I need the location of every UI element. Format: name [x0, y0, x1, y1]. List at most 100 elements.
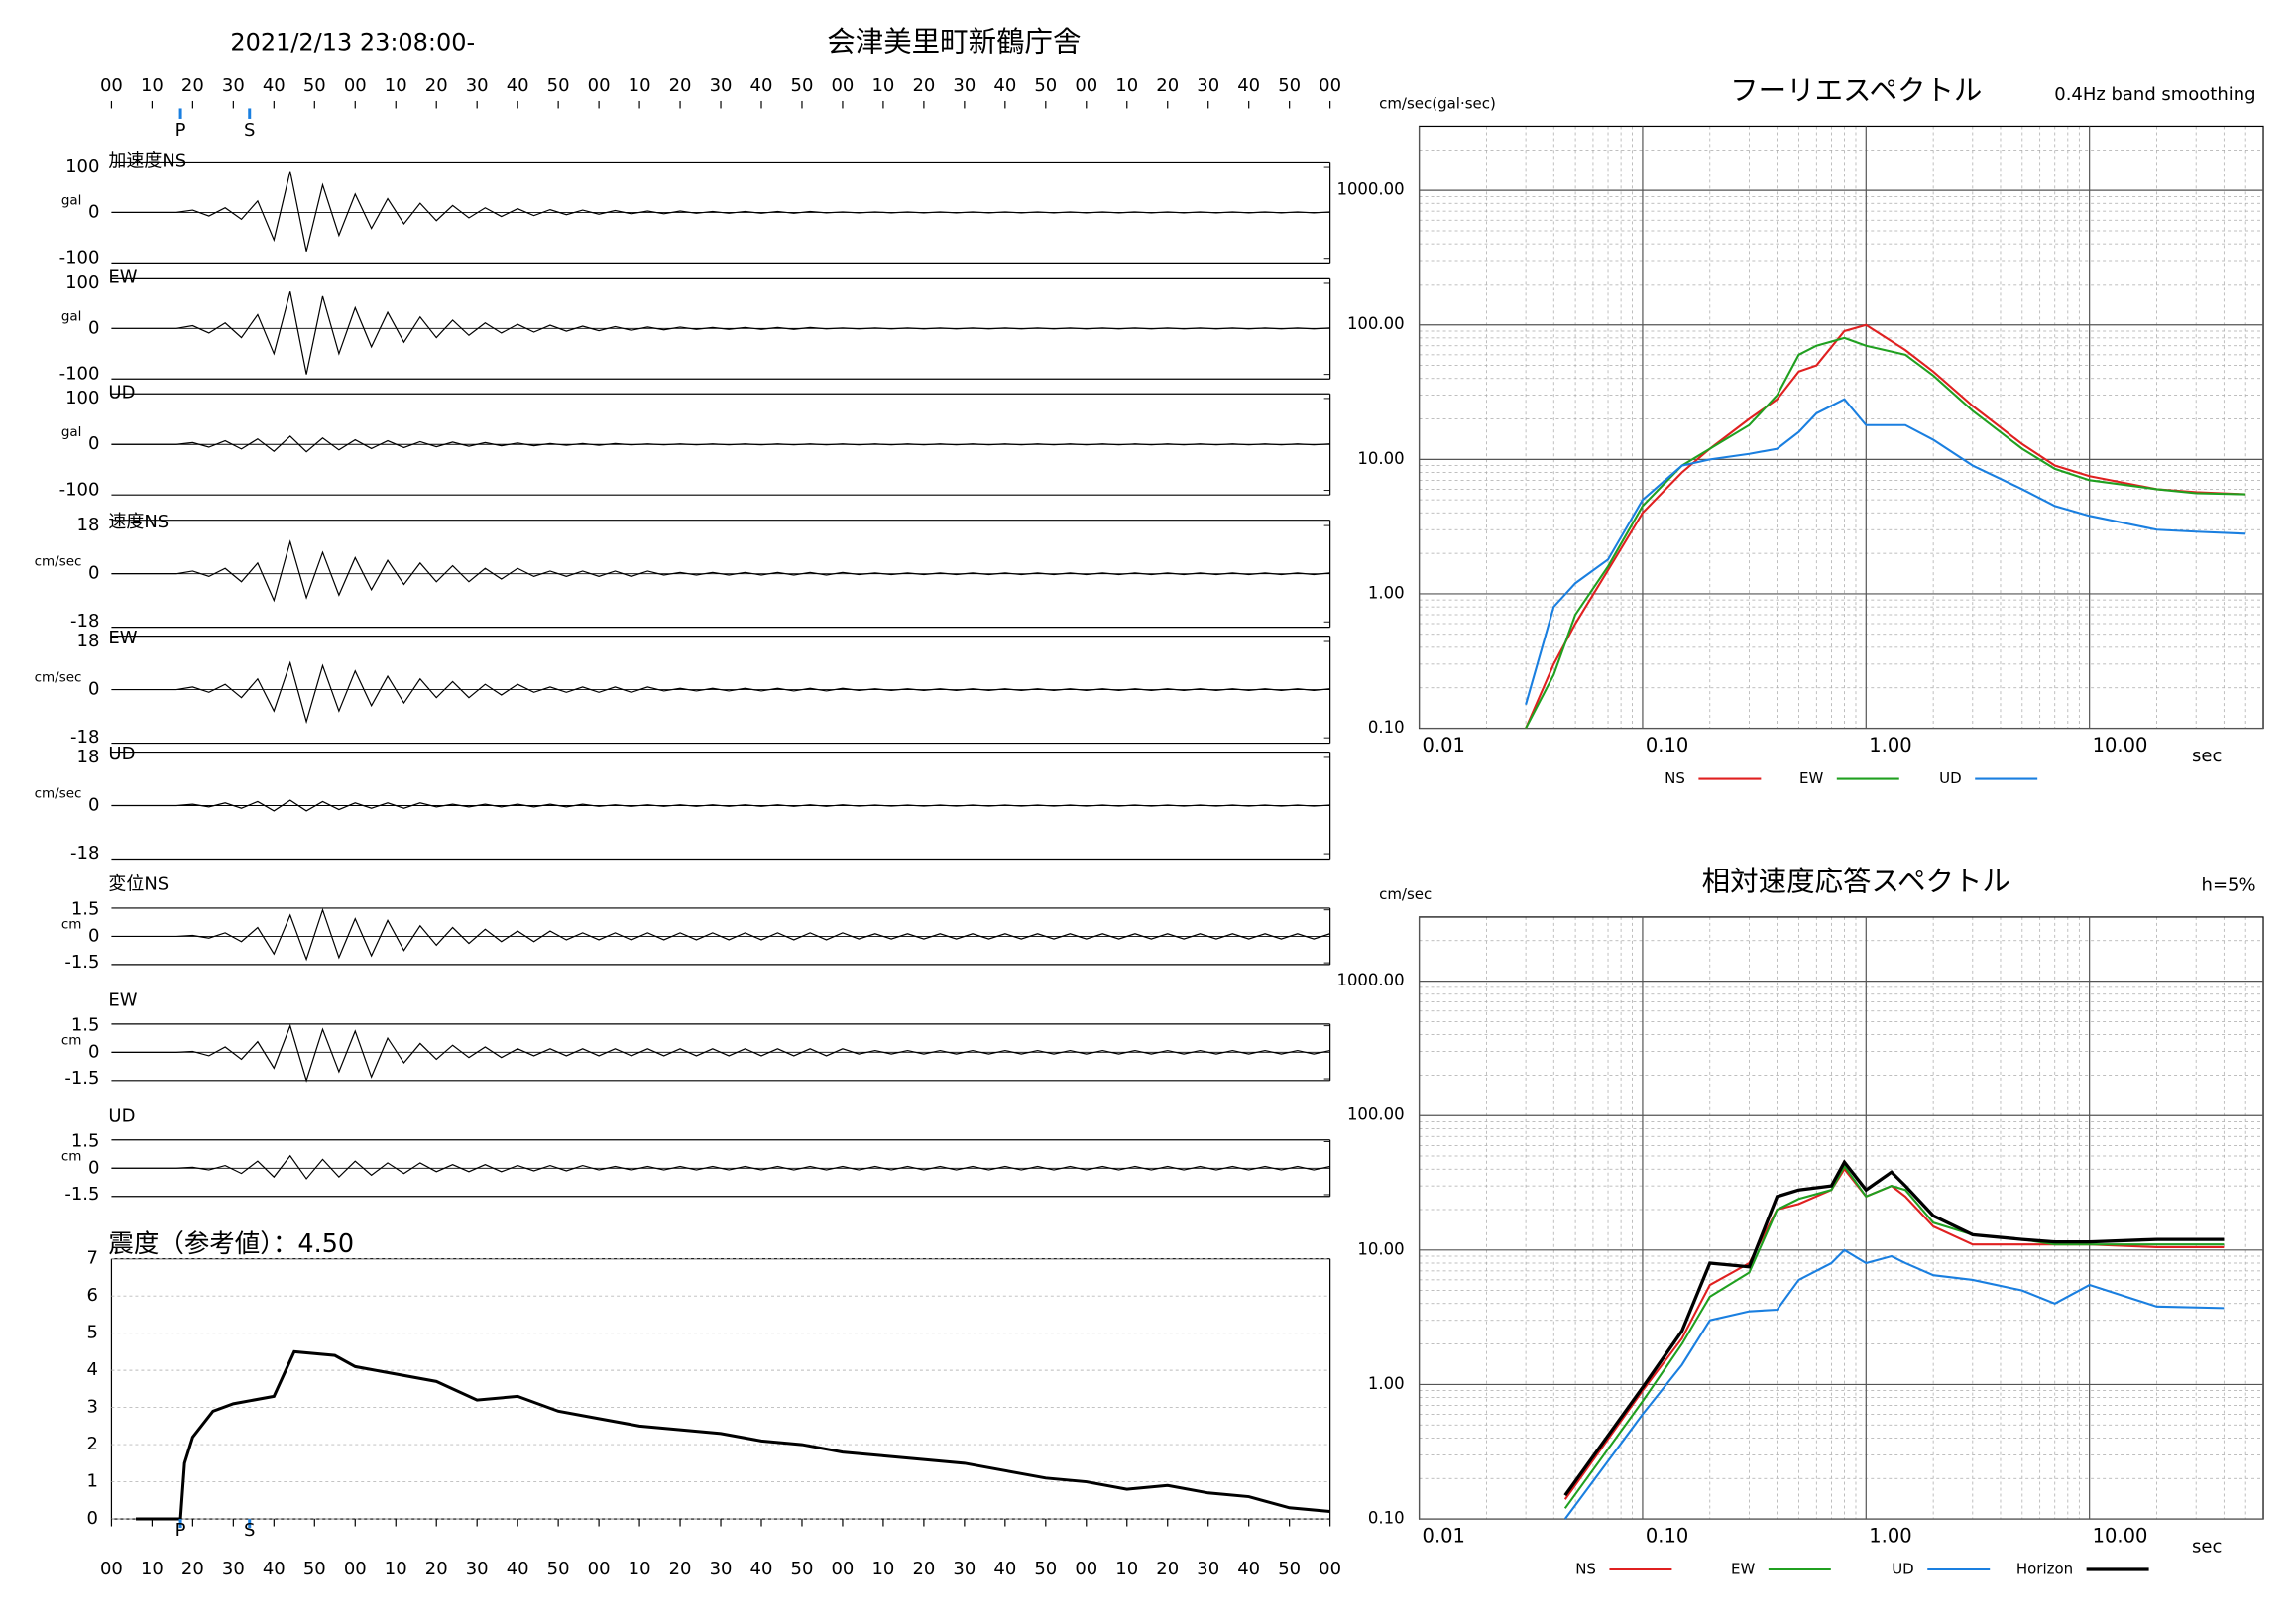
- panel-title: EW: [108, 628, 137, 648]
- y-tick-label: -100: [59, 364, 100, 385]
- x-tick-label: 0.01: [1423, 734, 1465, 756]
- time-tick-label: 20: [425, 1559, 448, 1579]
- y-tick-label: 0.10: [1368, 718, 1405, 737]
- x-axis-label: sec: [2192, 1537, 2222, 1558]
- phase-label: S: [244, 1520, 255, 1541]
- waveform: [111, 539, 1330, 603]
- station-name: 会津美里町新鶴庁舎: [827, 26, 1081, 58]
- panel-title: UD: [108, 383, 135, 404]
- time-tick-label: 20: [425, 75, 448, 96]
- time-tick-label: 10: [141, 1559, 164, 1579]
- y-tick-label: -18: [70, 611, 99, 632]
- unit-label: cm/sec: [35, 786, 82, 802]
- time-tick-label: 10: [871, 75, 894, 96]
- time-tick-label: 50: [547, 1559, 570, 1579]
- y-axis-label: cm/sec(gal·sec): [1379, 94, 1496, 112]
- y-tick-label: 100.00: [1347, 314, 1405, 333]
- unit-label: cm: [61, 1032, 82, 1048]
- time-tick-label: 00: [1075, 1559, 1097, 1579]
- time-tick-label: 30: [222, 1559, 245, 1579]
- time-tick-label: 10: [1115, 1559, 1138, 1579]
- panel-title: 速度NS: [108, 512, 169, 532]
- time-tick-label: 50: [791, 1559, 814, 1579]
- phase-label: S: [244, 120, 255, 141]
- waveform: [111, 171, 1330, 252]
- y-tick-label: 1000.00: [1336, 971, 1404, 989]
- time-tick-label: 50: [303, 1559, 326, 1579]
- time-tick-label: 50: [1278, 1559, 1301, 1579]
- panel-title: 加速度NS: [108, 151, 186, 172]
- datetime: 2021/2/13 23:08:00-: [230, 29, 475, 57]
- x-tick-label: 0.01: [1423, 1525, 1465, 1548]
- y-tick-label: -18: [70, 843, 99, 864]
- time-tick-label: 40: [750, 75, 773, 96]
- y-tick-label: 3: [86, 1397, 97, 1418]
- y-tick-label: 1.5: [71, 899, 100, 920]
- time-tick-label: 50: [1034, 1559, 1057, 1579]
- x-axis-label: sec: [2192, 746, 2222, 766]
- time-tick-label: 10: [385, 75, 407, 96]
- time-tick-label: 20: [1156, 75, 1179, 96]
- panel-title: EW: [108, 267, 137, 288]
- chart-title: 相対速度応答スペクトル: [1702, 865, 2010, 897]
- waveform: [111, 435, 1330, 453]
- y-tick-label: 1000.00: [1336, 180, 1404, 199]
- phase-label: P: [175, 120, 186, 141]
- legend-label: UD: [1939, 769, 1962, 787]
- time-tick-label: 00: [588, 75, 611, 96]
- unit-label: cm/sec: [35, 554, 82, 570]
- unit-label: gal: [61, 192, 82, 208]
- waveform: [111, 1154, 1330, 1180]
- y-tick-label: 1: [86, 1471, 97, 1492]
- time-tick-label: 00: [1319, 75, 1341, 96]
- time-tick-label: 10: [1115, 75, 1138, 96]
- time-tick-label: 00: [588, 1559, 611, 1579]
- time-tick-label: 30: [1197, 1559, 1219, 1579]
- time-tick-label: 20: [912, 1559, 935, 1579]
- legend-label: EW: [1731, 1561, 1755, 1578]
- y-tick-label: -100: [59, 248, 100, 269]
- unit-label: cm/sec: [35, 670, 82, 686]
- y-tick-label: 0: [86, 1508, 97, 1529]
- y-tick-label: 1.00: [1368, 1374, 1405, 1393]
- legend-label: Horizon: [2016, 1561, 2073, 1578]
- y-tick-label: 0: [88, 433, 99, 454]
- y-tick-label: 100: [65, 156, 99, 176]
- time-tick-label: 40: [993, 1559, 1016, 1579]
- waveform: [111, 799, 1330, 812]
- time-tick-label: 40: [750, 1559, 773, 1579]
- waveform: [111, 660, 1330, 725]
- spectrum-line: [1525, 336, 2246, 730]
- time-tick-label: 20: [669, 75, 692, 96]
- time-tick-label: 00: [832, 75, 855, 96]
- y-tick-label: 0: [88, 201, 99, 222]
- y-tick-label: 0: [88, 1041, 99, 1062]
- waveform: [111, 907, 1330, 962]
- y-tick-label: 0: [88, 317, 99, 338]
- panel-title: UD: [108, 744, 135, 764]
- time-tick-label: 50: [547, 75, 570, 96]
- time-tick-label: 30: [466, 1559, 489, 1579]
- phase-label: P: [175, 1520, 186, 1541]
- panel-title: EW: [108, 990, 137, 1011]
- y-tick-label: 100.00: [1347, 1105, 1405, 1124]
- unit-label: gal: [61, 424, 82, 440]
- time-tick-label: 40: [1237, 1559, 1260, 1579]
- time-tick-label: 50: [791, 75, 814, 96]
- time-tick-label: 20: [912, 75, 935, 96]
- time-tick-label: 50: [303, 75, 326, 96]
- y-tick-label: -100: [59, 480, 100, 501]
- y-tick-label: 18: [77, 515, 100, 535]
- y-tick-label: -1.5: [64, 1184, 99, 1205]
- y-tick-label: 0: [88, 679, 99, 700]
- x-tick-label: 1.00: [1869, 734, 1911, 756]
- y-tick-label: -1.5: [64, 952, 99, 973]
- x-tick-label: 10.00: [2093, 734, 2148, 756]
- time-tick-label: 40: [263, 75, 286, 96]
- spectrum-line: [1563, 1159, 2225, 1497]
- time-tick-label: 00: [1319, 1559, 1341, 1579]
- y-tick-label: 10.00: [1357, 1239, 1404, 1258]
- y-tick-label: 0: [88, 563, 99, 584]
- y-tick-label: 0: [88, 925, 99, 946]
